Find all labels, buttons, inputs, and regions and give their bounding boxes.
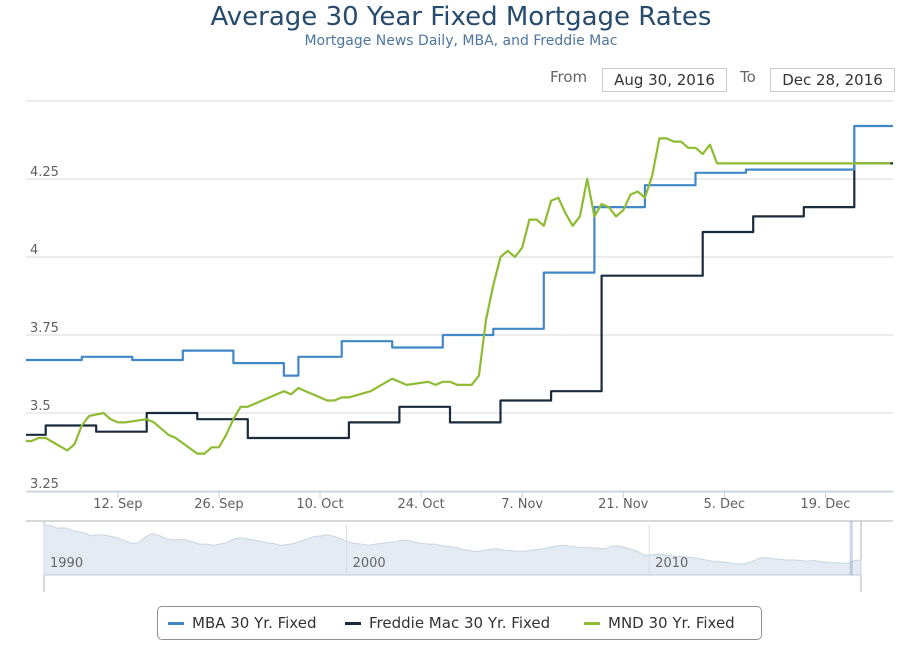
legend-swatch-mnd	[584, 621, 600, 625]
chart-subtitle: Mortgage News Daily, MBA, and Freddie Ma…	[304, 33, 618, 49]
range-from-label: From	[550, 68, 588, 86]
navigator-series-area	[43, 524, 862, 576]
chart-gridlines	[26, 100, 893, 493]
legend-item-mnd[interactable]: MND 30 Yr. Fixed	[584, 607, 735, 639]
y-tick-label: 3.25	[30, 477, 59, 492]
y-axis-ticks: 3.25 3.5 3.75 4 4.25	[30, 165, 59, 492]
legend-label-mba: MBA 30 Yr. Fixed	[192, 614, 317, 632]
navigator-selection[interactable]	[849, 521, 853, 575]
series-line-mba-30-yr-fixed[interactable]	[24, 124, 893, 377]
x-tick-label: 26. Sep	[194, 497, 243, 512]
y-tick-label: 3.5	[30, 399, 51, 414]
x-tick-label: 10. Oct	[296, 497, 343, 512]
series-line-mnd-30-yr-fixed[interactable]	[24, 137, 891, 455]
navigator-year-label: 2010	[655, 556, 688, 571]
chart-legend: MBA 30 Yr. Fixed Freddie Mac 30 Yr. Fixe…	[157, 606, 762, 640]
x-tick-label: 19. Dec	[800, 497, 850, 512]
chart-series	[24, 124, 893, 455]
navigator[interactable]: 1990 2000 2010	[26, 520, 893, 592]
legend-swatch-mba	[168, 621, 184, 625]
x-tick-label: 24. Oct	[397, 497, 444, 512]
x-tick-label: 21. Nov	[598, 497, 648, 512]
x-tick-label: 12. Sep	[93, 497, 142, 512]
legend-label-freddie-mac: Freddie Mac 30 Yr. Fixed	[369, 614, 551, 632]
y-tick-label: 3.75	[30, 321, 59, 336]
range-to-input[interactable]: Dec 28, 2016	[770, 68, 895, 92]
y-tick-label: 4	[30, 243, 38, 258]
legend-swatch-freddie-mac	[345, 621, 361, 625]
x-tick-label: 7. Nov	[501, 497, 543, 512]
range-to-label: To	[740, 68, 756, 86]
chart-plot-area: 3.25 3.5 3.75 4 4.25 12. Sep 26. Sep 10. Oct 24…	[24, 100, 893, 592]
navigator-year-label: 2000	[353, 556, 386, 571]
chart-title: Average 30 Year Fixed Mortgage Rates	[210, 2, 712, 32]
legend-item-freddie-mac[interactable]: Freddie Mac 30 Yr. Fixed	[345, 607, 550, 639]
y-tick-label: 4.25	[30, 165, 59, 180]
legend-item-mba[interactable]: MBA 30 Yr. Fixed	[168, 607, 316, 639]
legend-label-mnd: MND 30 Yr. Fixed	[608, 614, 735, 632]
x-tick-label: 5. Dec	[703, 497, 745, 512]
navigator-year-label: 1990	[50, 556, 83, 571]
x-axis-ticks: 12. Sep 26. Sep 10. Oct 24. Oct 7. Nov 21. No…	[93, 492, 850, 512]
series-line-freddie-mac-30-yr-fixed[interactable]	[24, 162, 893, 440]
range-from-input[interactable]: Aug 30, 2016	[602, 68, 727, 92]
